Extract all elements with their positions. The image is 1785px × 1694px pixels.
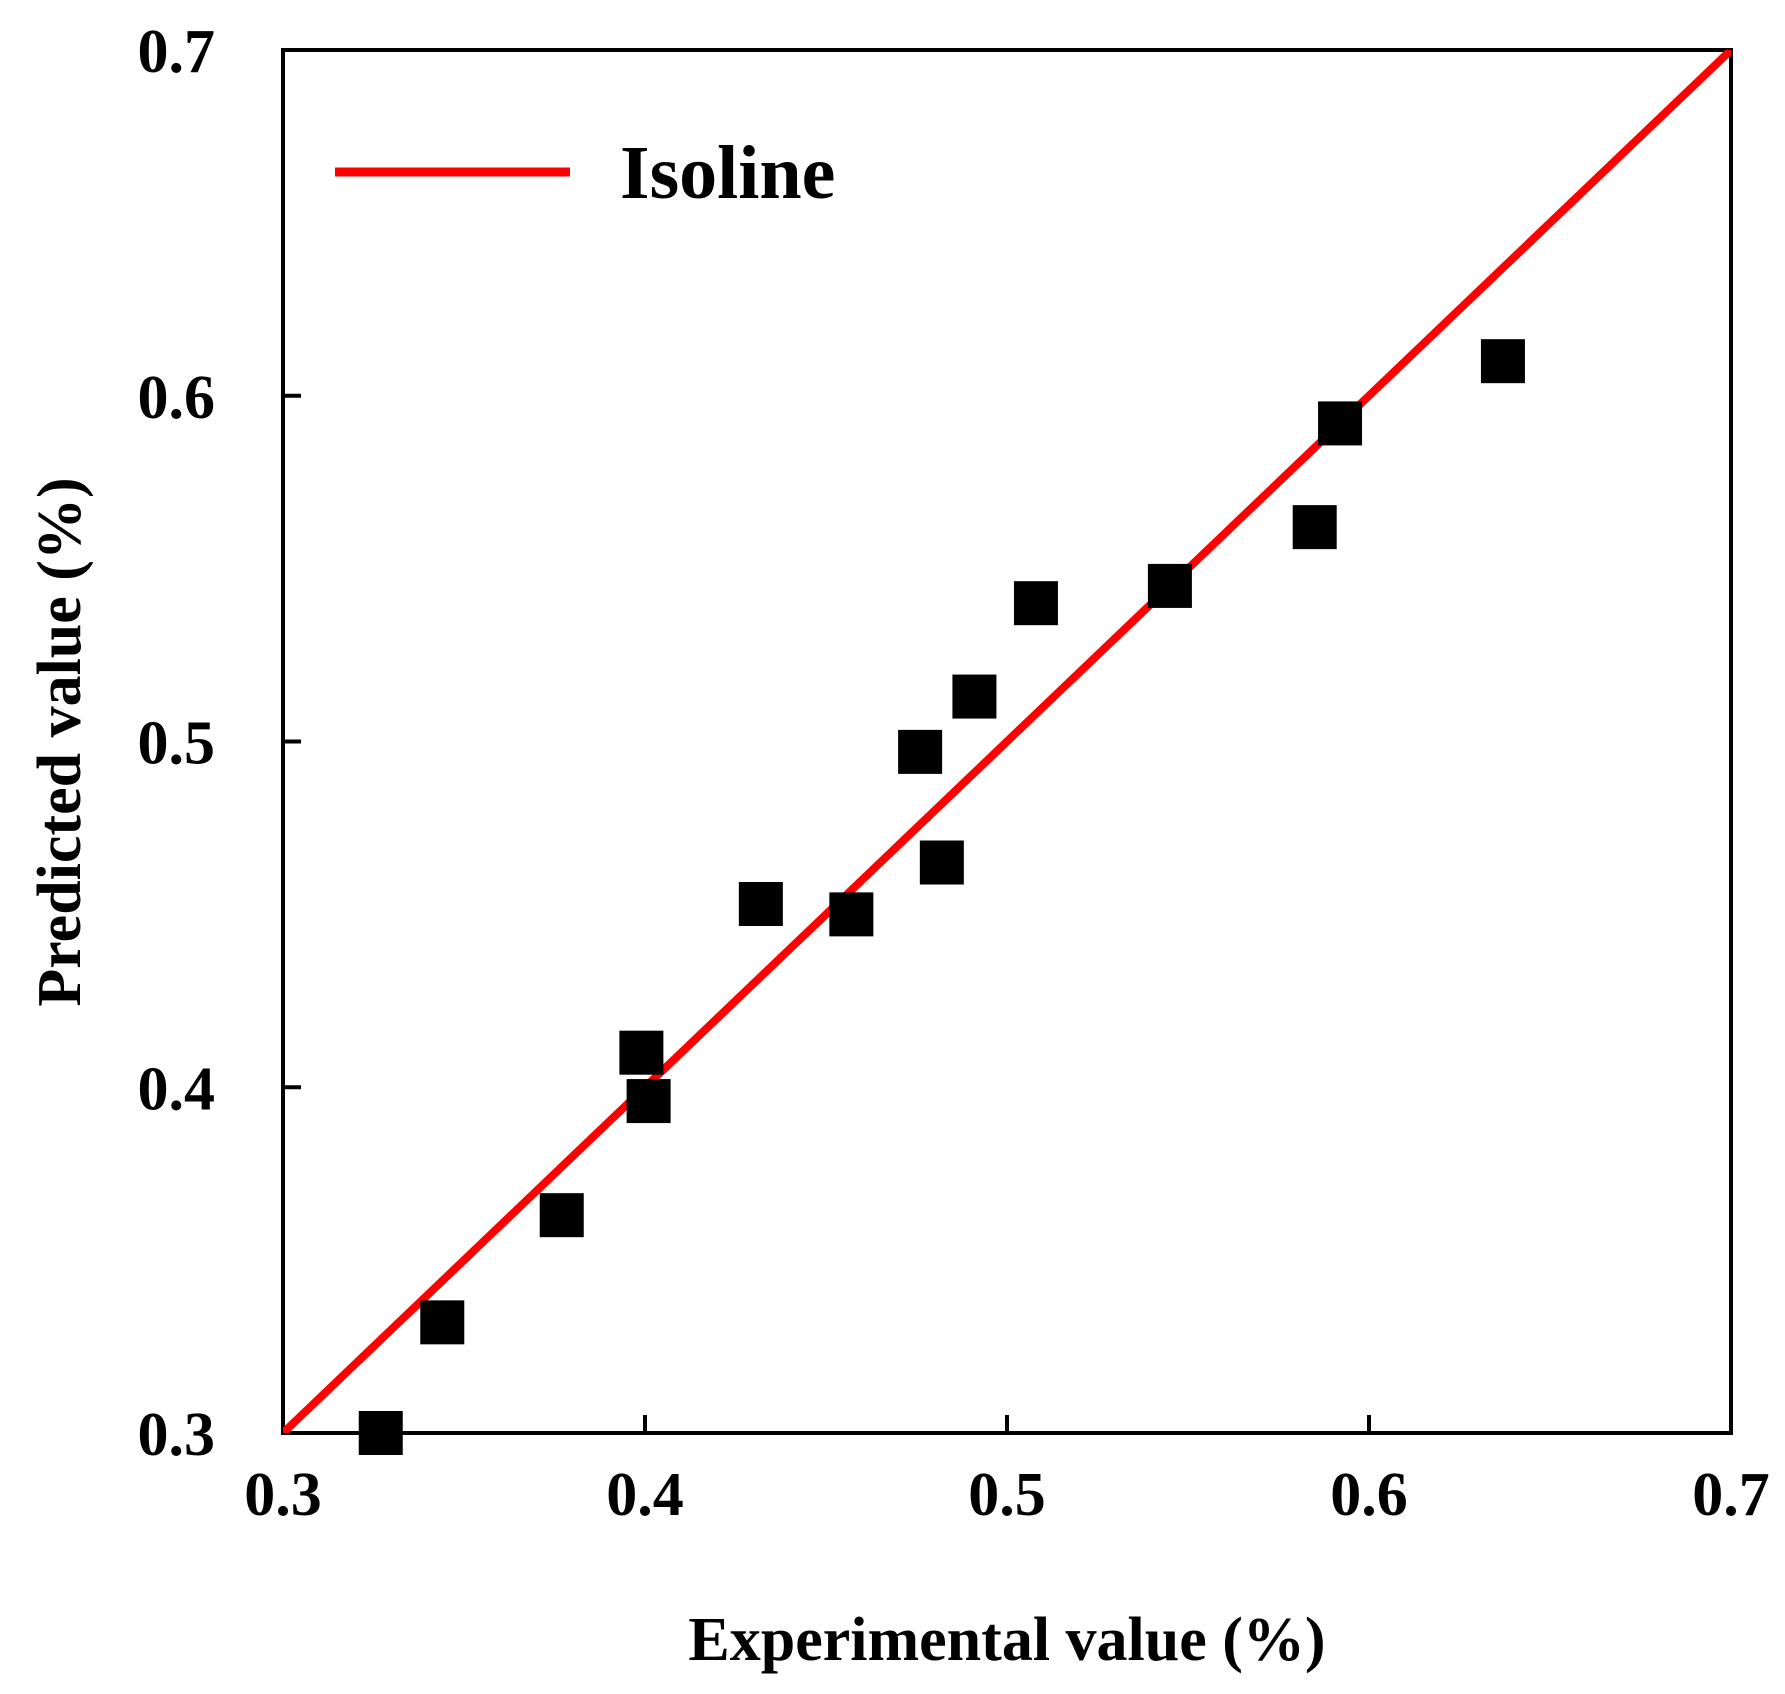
y-tick-label: 0.5 <box>138 710 216 778</box>
data-point <box>619 1030 664 1075</box>
data-point <box>539 1193 584 1238</box>
y-tick-label: 0.7 <box>138 18 216 86</box>
legend-label-isoline: Isoline <box>620 131 835 215</box>
data-point <box>1147 563 1192 608</box>
y-tick-label: 0.4 <box>138 1055 216 1123</box>
data-point <box>829 892 874 937</box>
data-point <box>626 1079 671 1124</box>
data-point <box>1292 505 1337 550</box>
y-tick-label: 0.6 <box>138 364 216 432</box>
y-axis-ticks: 0.3 0.4 0.5 0.6 0.7 <box>138 18 301 1469</box>
data-point <box>952 674 997 719</box>
x-tick-label: 0.7 <box>1692 1461 1770 1529</box>
data-point <box>420 1300 465 1345</box>
x-axis-ticks: 0.3 0.4 0.5 0.6 0.7 <box>244 1415 1770 1529</box>
isoline-layer <box>283 50 1731 1433</box>
x-tick-label: 0.5 <box>968 1461 1046 1529</box>
x-tick-label: 0.4 <box>606 1461 684 1529</box>
data-points <box>358 339 1525 1455</box>
isoline <box>283 50 1731 1433</box>
y-axis-title: Predicted value (%) <box>26 477 94 1006</box>
y-tick-label: 0.3 <box>138 1401 216 1469</box>
data-point <box>898 729 943 774</box>
data-point <box>358 1411 403 1455</box>
x-tick-label: 0.6 <box>1330 1461 1408 1529</box>
data-point <box>919 840 964 885</box>
legend: Isoline <box>335 131 835 215</box>
data-point <box>1480 339 1525 384</box>
x-axis-title: Experimental value (%) <box>688 1606 1325 1674</box>
x-tick-label: 0.3 <box>244 1461 322 1529</box>
data-point <box>1318 401 1363 446</box>
data-point <box>1013 581 1058 626</box>
data-point <box>738 882 783 927</box>
